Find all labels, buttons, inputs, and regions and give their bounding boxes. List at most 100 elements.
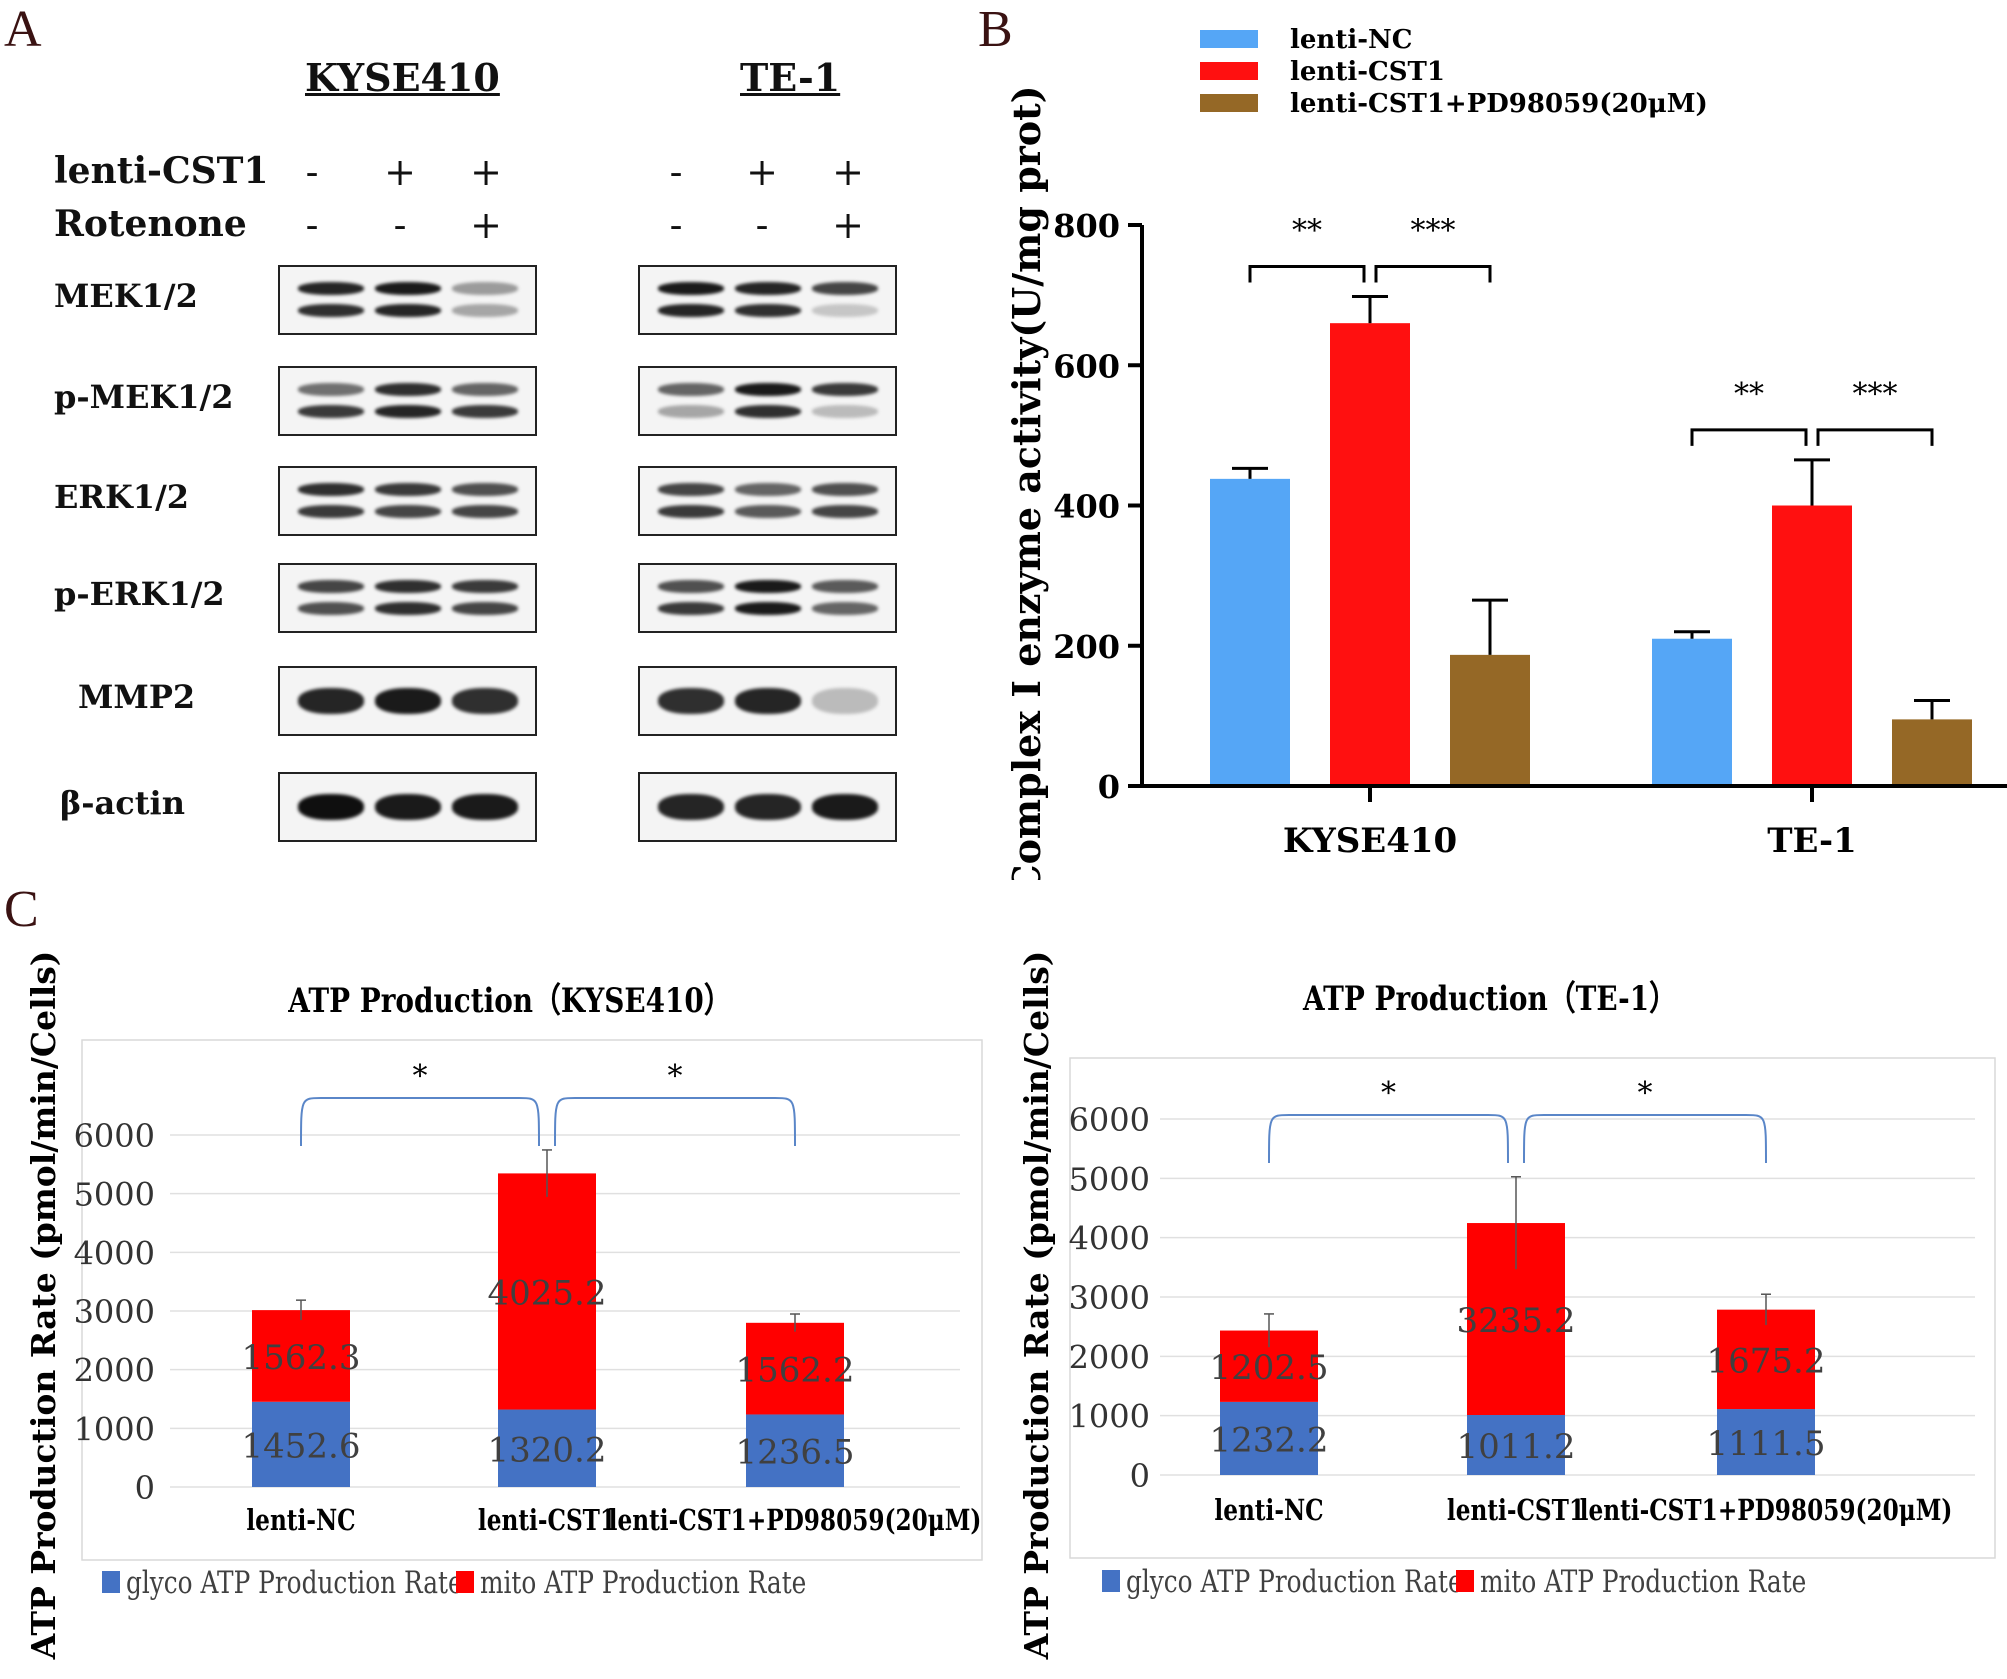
stacked-bar-segment — [1467, 1415, 1565, 1475]
atp-production-kyse410-chart: ATP Production（KYSE410） ATP Production R… — [24, 951, 983, 1661]
data-label: 1011.2 — [1457, 1427, 1576, 1467]
blot-strip-kyse410 — [278, 366, 537, 436]
protein-band — [657, 304, 724, 318]
data-label: 3235.2 — [1457, 1301, 1576, 1341]
blot-strip-te1 — [638, 772, 897, 842]
protein-band — [451, 282, 518, 296]
y-tick-label: 5000 — [1069, 1160, 1150, 1198]
data-label: 1562.2 — [736, 1351, 855, 1391]
stacked-bars: 0 1000 2000 3000 4000 5000 6000 1232.2 1202.5 len… — [1069, 1076, 1975, 1600]
legend-swatch — [1200, 62, 1258, 80]
significance-label: * — [413, 1059, 428, 1094]
stacked-bar-segment — [498, 1409, 596, 1487]
bar — [1330, 323, 1410, 786]
protein-band — [451, 794, 518, 820]
treatment-sign: + — [746, 150, 778, 194]
protein-band — [657, 602, 724, 616]
protein-band — [734, 483, 801, 497]
y-tick-label: 1000 — [74, 1410, 155, 1448]
data-label: 1562.3 — [242, 1338, 361, 1378]
blot-strip-kyse410 — [278, 666, 537, 736]
cell-line-heading-te1: TE-1 — [740, 55, 841, 100]
y-tick-label: 1000 — [1069, 1398, 1150, 1436]
legend-label: lenti-NC — [1290, 25, 1412, 55]
data-label: 1320.2 — [488, 1430, 607, 1470]
blot-strip-kyse410 — [278, 265, 537, 335]
protein-band — [811, 383, 878, 397]
plot-frame — [1069, 1057, 1996, 1559]
y-tick-label: 600 — [1053, 347, 1120, 385]
y-tick-label: 2000 — [74, 1352, 155, 1390]
y-tick-label: 400 — [1053, 488, 1120, 526]
legend-label: glyco ATP Production Rate — [1126, 1563, 1463, 1599]
protein-band — [451, 688, 518, 714]
significance-label: * — [668, 1059, 683, 1094]
significance-bracket — [554, 1097, 796, 1147]
atp-production-te1-chart: ATP Production（TE-1） ATP Production Rate… — [1017, 951, 1996, 1661]
treatment-sign: + — [832, 203, 864, 247]
x-category-label: lenti-NC — [246, 1503, 355, 1537]
protein-label: p-ERK1/2 — [54, 575, 225, 613]
y-tick-label: 800 — [1053, 207, 1120, 245]
y-axis-label: Complex I enzyme activity(U/mg prot) — [1004, 85, 1049, 880]
protein-band — [811, 794, 878, 820]
y-tick-label: 0 — [1098, 768, 1120, 806]
protein-band — [734, 304, 801, 318]
protein-band — [374, 483, 441, 497]
significance-bracket — [1268, 1114, 1509, 1164]
y-axis-label: ATP Production Rate (pmol/min/Cells) — [1017, 951, 1056, 1661]
legend-swatch — [456, 1571, 474, 1593]
y-axis-label: ATP Production Rate (pmol/min/Cells) — [24, 951, 63, 1661]
data-label: 1452.6 — [242, 1426, 361, 1466]
data-label: 1111.5 — [1707, 1424, 1826, 1464]
protein-band — [451, 405, 518, 419]
protein-label: β-actin — [60, 784, 185, 822]
treatment-sign: - — [305, 150, 319, 194]
x-category-label: lenti-CST1+PD98059(20μM) — [609, 1503, 982, 1537]
protein-band — [734, 794, 801, 820]
protein-band — [657, 688, 724, 714]
treatment-sign: - — [393, 203, 407, 247]
significance-label: * — [1381, 1076, 1396, 1111]
protein-band — [297, 505, 364, 519]
protein-band — [811, 580, 878, 594]
significance-bracket — [1816, 428, 1934, 446]
protein-band — [374, 505, 441, 519]
stacked-bar-segment — [1220, 1401, 1318, 1475]
blot-strip-kyse410 — [278, 772, 537, 842]
protein-band — [297, 794, 364, 820]
bar-series: ** ***** *** — [1210, 214, 1972, 786]
protein-band — [734, 602, 801, 616]
protein-band — [297, 405, 364, 419]
protein-band — [811, 483, 878, 497]
stacked-bars: 0 1000 2000 3000 4000 5000 6000 1452.6 1562.3 len… — [74, 1059, 982, 1601]
x-tick-label: KYSE410 — [1283, 821, 1457, 861]
chart-title: ATP Production（TE-1） — [1302, 979, 1677, 1018]
protein-band — [297, 602, 364, 616]
stacked-bar-segment — [1717, 1309, 1815, 1410]
legend-swatch — [1102, 1570, 1120, 1592]
chart-axes: 0 200 400 600 800 KYSE410 TE-1 — [1053, 207, 2007, 861]
protein-band — [811, 602, 878, 616]
blot-strip-te1 — [638, 265, 897, 335]
protein-band — [657, 580, 724, 594]
stacked-bar-segment — [1717, 1409, 1815, 1475]
y-tick-label: 0 — [1130, 1457, 1150, 1495]
protein-band — [451, 580, 518, 594]
protein-band — [451, 483, 518, 497]
blot-strip-kyse410 — [278, 466, 537, 536]
protein-band — [451, 602, 518, 616]
data-label: 4025.2 — [488, 1273, 607, 1313]
significance-bracket — [1374, 265, 1492, 283]
y-tick-label: 200 — [1053, 628, 1120, 666]
x-category-label: lenti-CST1+PD98059(20μM) — [1580, 1493, 1953, 1527]
bar — [1652, 638, 1732, 786]
protein-label: ERK1/2 — [54, 478, 190, 516]
cell-line-heading-kyse410: KYSE410 — [305, 55, 500, 100]
y-tick-label: 3000 — [74, 1293, 155, 1331]
protein-band — [451, 383, 518, 397]
protein-label: MMP2 — [78, 678, 196, 716]
blot-strip-te1 — [638, 466, 897, 536]
panel-letter-b: B — [978, 1, 1013, 58]
treatment-sign: - — [305, 203, 319, 247]
